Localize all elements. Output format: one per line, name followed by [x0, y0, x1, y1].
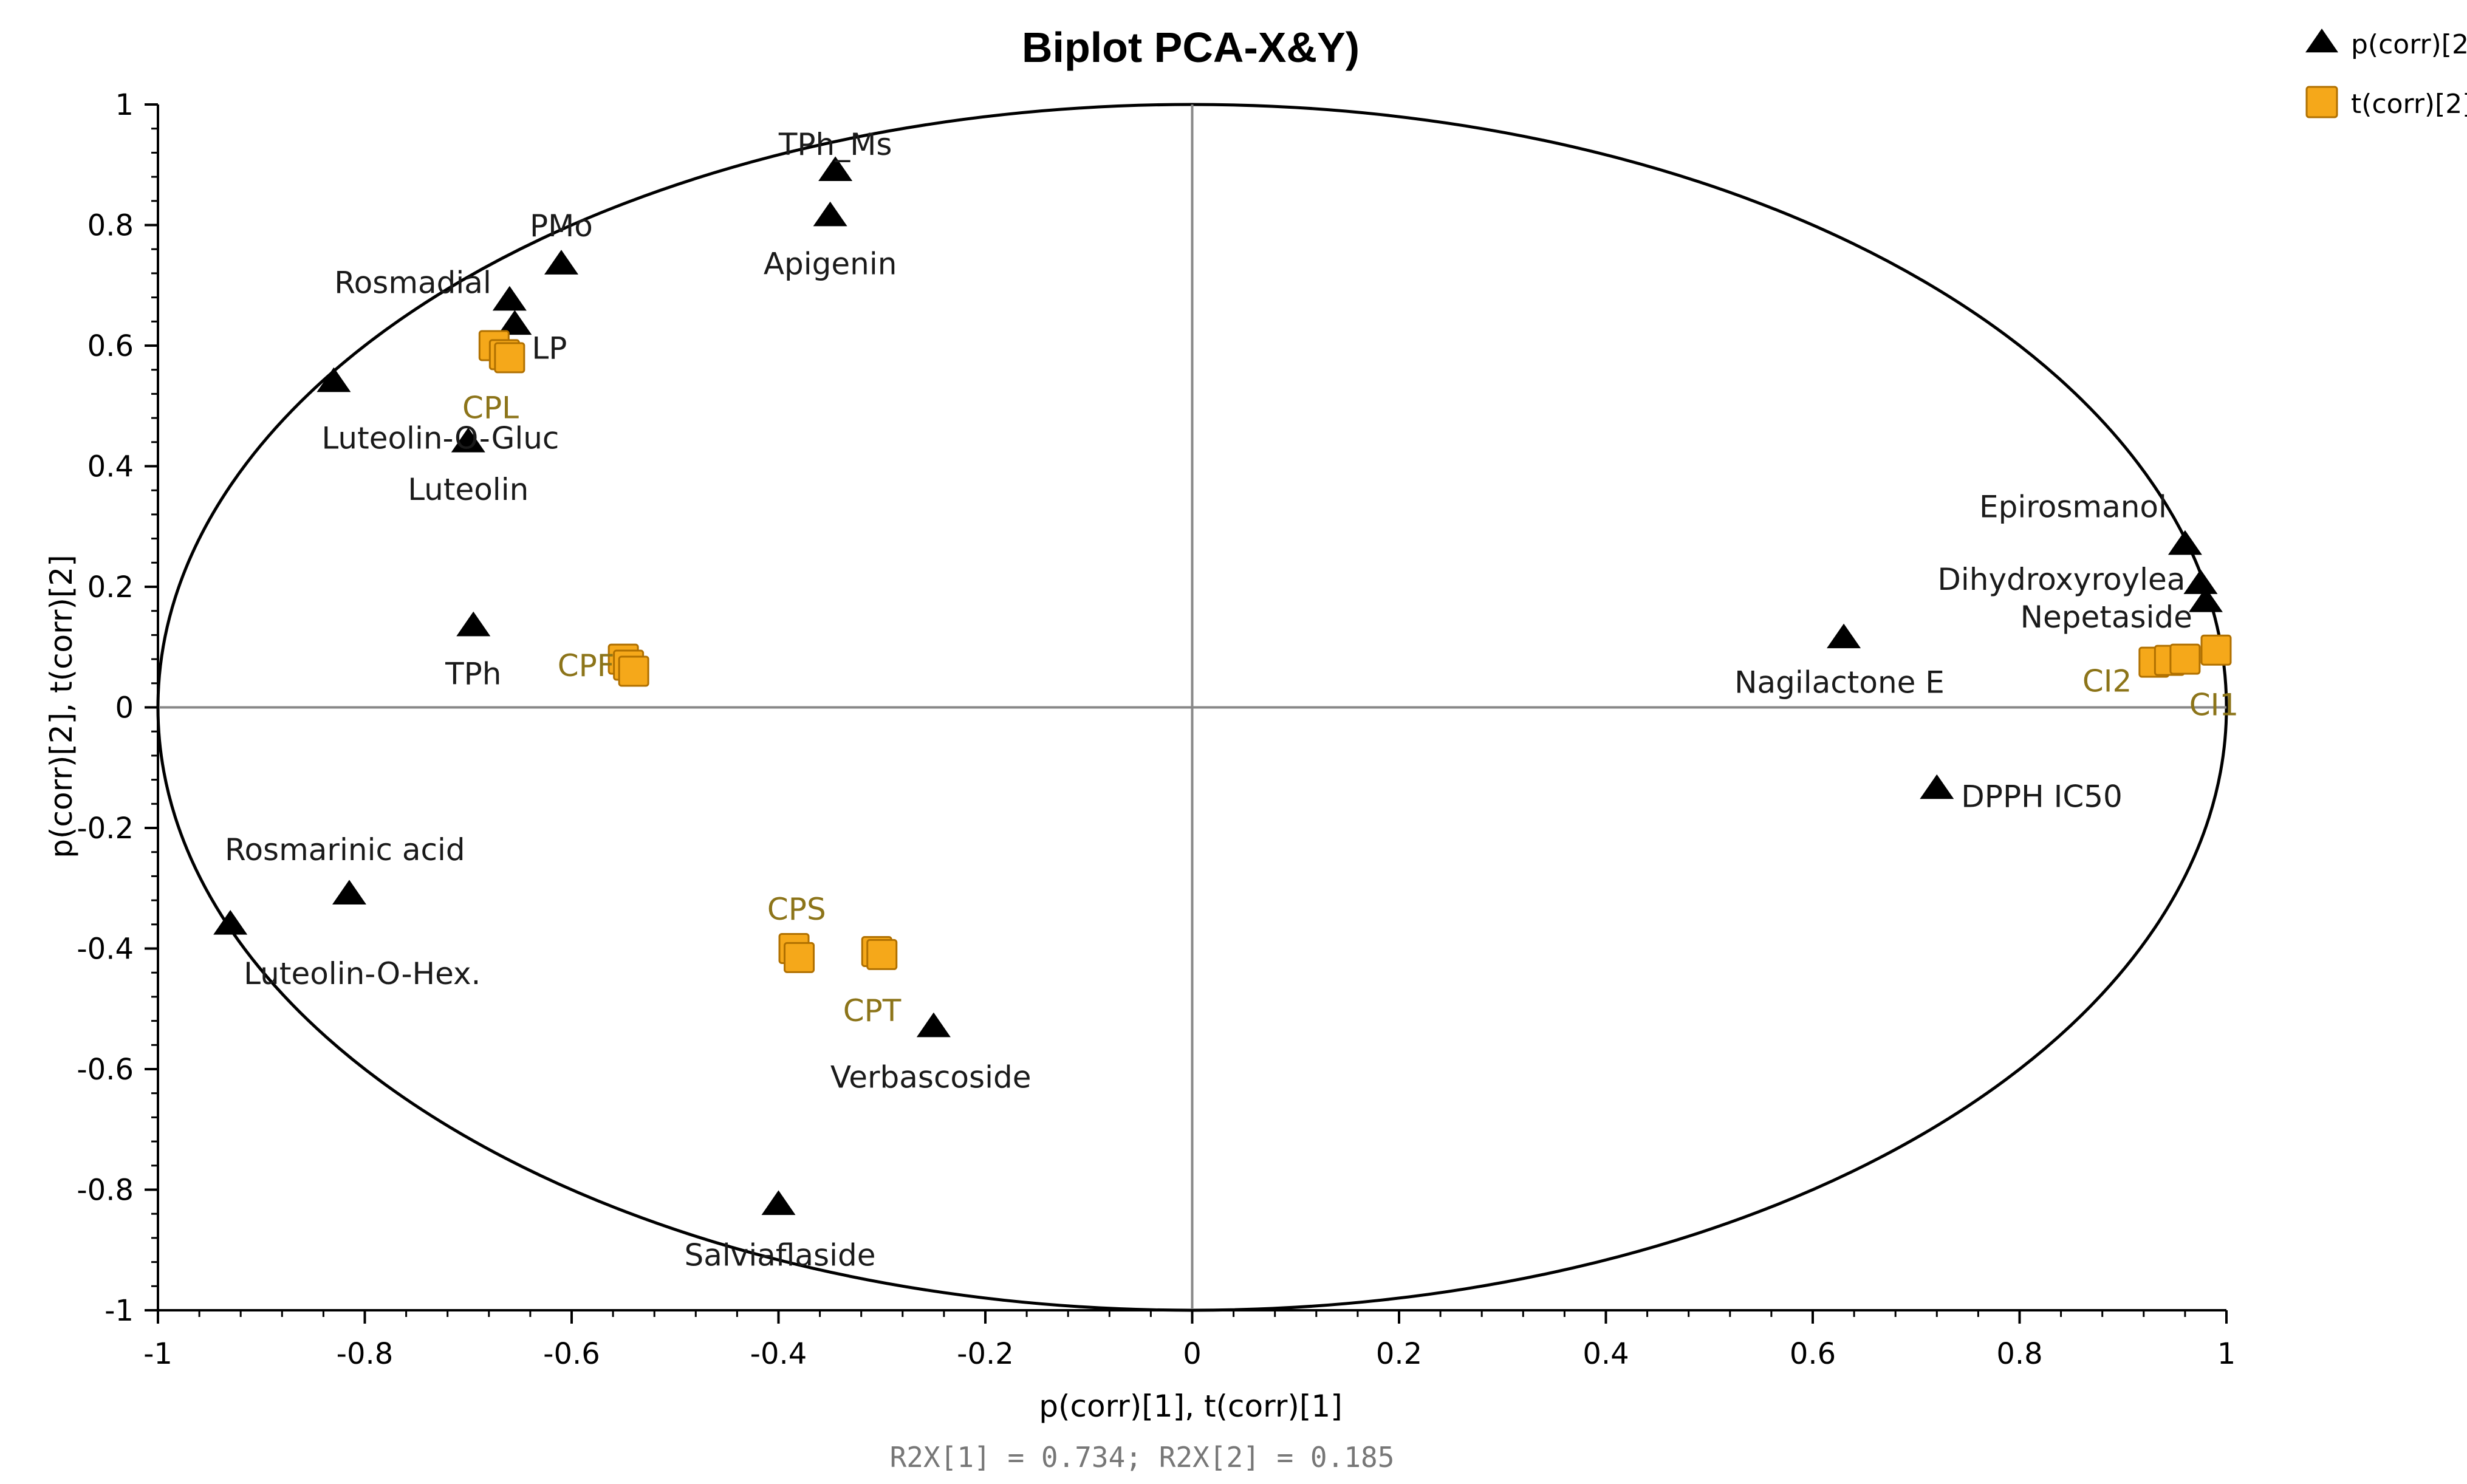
- variable-marker: [213, 910, 248, 935]
- r2x-footnote: R2X[1] = 0.734; R2X[2] = 0.185: [890, 1441, 1395, 1474]
- x-tick-label: -0.6: [543, 1337, 600, 1371]
- variable-marker: [1920, 774, 1954, 799]
- y-tick-label: 1: [115, 88, 134, 122]
- variable-label: DPPH IC50: [1961, 779, 2123, 814]
- y-tick-label: 0.2: [87, 570, 134, 604]
- variable-label: TPh: [445, 657, 501, 692]
- legend-label: p(corr)[2]: [2351, 29, 2467, 60]
- variable-marker: [492, 286, 527, 311]
- variable-marker: [332, 880, 366, 904]
- variable-label: Nepetaside: [2020, 600, 2192, 635]
- y-axis-label: p(corr)[2], t(corr)[2]: [44, 555, 79, 858]
- x-tick-label: 0.8: [1996, 1337, 2042, 1371]
- variable-marker: [2183, 569, 2218, 594]
- data-points: [213, 156, 2232, 1216]
- variable-label: Apigenin: [764, 247, 897, 282]
- x-tick-label: -0.8: [337, 1337, 394, 1371]
- legend: p(corr)[2] t(corr)[2]: [2305, 29, 2467, 120]
- variable-marker: [916, 1012, 951, 1038]
- x-tick-label: 0.6: [1790, 1337, 1836, 1371]
- x-axis-label: p(corr)[1], t(corr)[1]: [1039, 1389, 1342, 1424]
- variable-label: Epirosmanol: [1979, 490, 2167, 525]
- legend-square-icon: [2305, 86, 2338, 118]
- y-tick-label: 0.8: [87, 209, 134, 243]
- y-tick-label: -0.2: [77, 812, 134, 846]
- y-tick-label: -0.4: [77, 932, 134, 966]
- observation-marker: [2169, 643, 2201, 675]
- x-tick-label: 0.4: [1583, 1337, 1629, 1371]
- observation-label: CI2: [2082, 664, 2132, 699]
- legend-label: t(corr)[2]: [2351, 89, 2467, 120]
- observation-marker: [618, 655, 649, 687]
- variable-label: Luteolin: [408, 472, 529, 507]
- variable-marker: [813, 201, 847, 227]
- variable-label: TPh_Ms: [778, 127, 892, 162]
- x-tick-label: 0: [1183, 1337, 1202, 1371]
- point-labels: TPh_Ms Apigenin PMo Rosmadial LP Luteolin-O-G…: [225, 127, 2239, 1273]
- y-tick-label: -1: [104, 1294, 134, 1328]
- y-tick-label: 0.4: [87, 450, 134, 484]
- variable-marker: [451, 428, 485, 453]
- variable-label: PMo: [530, 208, 593, 244]
- observation-marker: [494, 342, 525, 374]
- observation-label: CPL: [462, 391, 519, 426]
- variable-label: Nagilactone E: [1734, 665, 1945, 700]
- observation-marker: [2200, 634, 2232, 666]
- x-tick-label: -1: [143, 1337, 173, 1371]
- legend-triangle-icon: [2305, 29, 2338, 53]
- observation-marker: [866, 939, 898, 970]
- variable-label: Rosmadial: [334, 265, 491, 301]
- variable-marker: [2168, 530, 2202, 555]
- variable-marker: [317, 367, 351, 392]
- observation-label: CPF: [558, 648, 615, 683]
- observation-label: CPT: [843, 993, 902, 1028]
- observation-marker: [784, 942, 815, 973]
- chart-title: Biplot PCA-X&Y): [1022, 24, 1360, 71]
- y-tick-label: -0.6: [77, 1053, 134, 1087]
- tick-labels: 1 0.8 0.6 0.4 0.2 0 -0.2 -0.4 -0.6 -0.8 -1 -1 -0.8 -0…: [77, 88, 2236, 1371]
- variable-label: LP: [532, 330, 567, 366]
- variable-label: Verbascoside: [830, 1060, 1032, 1095]
- variable-label: Luteolin-O-Gluc: [321, 421, 559, 456]
- variable-marker: [761, 1190, 796, 1216]
- x-tick-label: -0.2: [957, 1337, 1014, 1371]
- y-tick-label: 0.6: [87, 329, 134, 363]
- y-tick-label: 0: [115, 691, 134, 725]
- variable-label: Rosmarinic acid: [225, 832, 465, 867]
- variable-marker: [498, 310, 532, 335]
- variable-marker: [818, 156, 853, 181]
- variable-marker: [456, 611, 491, 637]
- variable-marker: [544, 250, 578, 275]
- variable-marker: [1827, 623, 1861, 649]
- variable-label: Luteolin-O-Hex.: [244, 956, 481, 991]
- variable-label: Salviaflaside: [685, 1237, 876, 1273]
- observation-label: CI1: [2189, 688, 2239, 723]
- variable-label: Dihydroxyroylea: [1937, 562, 2185, 597]
- x-tick-label: -0.4: [750, 1337, 807, 1371]
- x-tick-label: 0.2: [1376, 1337, 1422, 1371]
- variable-marker: [2188, 587, 2223, 612]
- observation-label: CPS: [767, 892, 826, 927]
- x-tick-label: 1: [2217, 1337, 2236, 1371]
- y-tick-label: -0.8: [77, 1174, 134, 1208]
- axes: [145, 103, 2228, 1324]
